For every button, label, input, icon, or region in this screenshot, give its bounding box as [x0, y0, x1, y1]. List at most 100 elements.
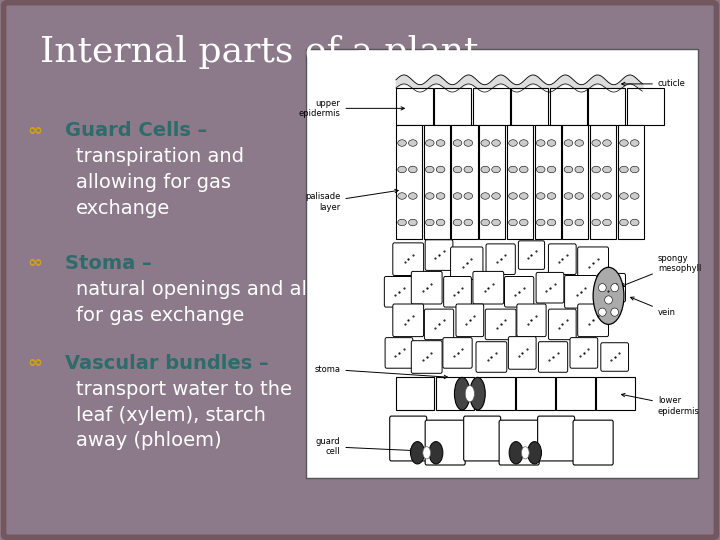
Ellipse shape: [519, 140, 528, 146]
Ellipse shape: [397, 140, 406, 146]
Ellipse shape: [397, 193, 406, 199]
Ellipse shape: [492, 140, 500, 146]
FancyBboxPatch shape: [577, 247, 608, 280]
Text: ∞: ∞: [27, 254, 42, 272]
Bar: [511, 88, 549, 125]
Ellipse shape: [426, 166, 434, 173]
Ellipse shape: [426, 219, 434, 226]
FancyBboxPatch shape: [4, 3, 716, 537]
Ellipse shape: [528, 442, 541, 464]
Ellipse shape: [611, 284, 618, 292]
FancyBboxPatch shape: [443, 338, 472, 368]
Bar: [473, 88, 510, 125]
Ellipse shape: [564, 219, 573, 226]
FancyBboxPatch shape: [451, 247, 483, 280]
Ellipse shape: [620, 219, 629, 226]
Text: exchange: exchange: [76, 199, 170, 218]
Ellipse shape: [603, 193, 611, 199]
FancyBboxPatch shape: [444, 276, 472, 307]
FancyBboxPatch shape: [564, 275, 597, 308]
Bar: [423, 125, 450, 239]
Ellipse shape: [536, 166, 545, 173]
Ellipse shape: [453, 166, 462, 173]
Ellipse shape: [492, 166, 500, 173]
Ellipse shape: [519, 166, 528, 173]
FancyBboxPatch shape: [426, 420, 465, 465]
Ellipse shape: [603, 219, 611, 226]
Bar: [588, 88, 626, 125]
FancyBboxPatch shape: [393, 243, 423, 275]
Ellipse shape: [547, 219, 556, 226]
Ellipse shape: [470, 377, 485, 410]
FancyBboxPatch shape: [411, 272, 442, 304]
Ellipse shape: [508, 140, 517, 146]
Text: guard
cell: guard cell: [316, 437, 413, 456]
Bar: [396, 88, 433, 125]
Ellipse shape: [481, 193, 490, 199]
Ellipse shape: [426, 193, 434, 199]
Bar: [562, 125, 588, 239]
Ellipse shape: [611, 308, 618, 316]
Ellipse shape: [603, 166, 611, 173]
Ellipse shape: [426, 140, 434, 146]
Text: transport water to the: transport water to the: [76, 380, 292, 399]
Bar: [306, 49, 698, 478]
Text: lower
epidermis: lower epidermis: [621, 394, 700, 416]
FancyBboxPatch shape: [499, 420, 539, 465]
Ellipse shape: [605, 296, 613, 304]
Text: spongy
mesophyll: spongy mesophyll: [621, 254, 701, 287]
FancyBboxPatch shape: [411, 341, 442, 373]
FancyBboxPatch shape: [536, 272, 564, 303]
FancyBboxPatch shape: [426, 240, 453, 271]
Text: upper
epidermis: upper epidermis: [299, 99, 405, 118]
FancyBboxPatch shape: [577, 304, 608, 336]
Bar: [396, 377, 434, 410]
Ellipse shape: [508, 219, 517, 226]
Ellipse shape: [620, 166, 629, 173]
Text: away (phloem): away (phloem): [76, 431, 221, 450]
Ellipse shape: [408, 219, 417, 226]
Bar: [550, 88, 587, 125]
Text: stoma: stoma: [315, 364, 448, 379]
Text: palisade
layer: palisade layer: [305, 190, 398, 212]
Ellipse shape: [464, 140, 472, 146]
Ellipse shape: [592, 140, 600, 146]
Ellipse shape: [408, 193, 417, 199]
Text: allowing for gas: allowing for gas: [76, 173, 230, 192]
Text: Internal parts of a plant: Internal parts of a plant: [40, 35, 478, 69]
Ellipse shape: [575, 219, 583, 226]
Ellipse shape: [620, 193, 629, 199]
FancyBboxPatch shape: [464, 416, 500, 461]
Ellipse shape: [423, 447, 431, 459]
Ellipse shape: [598, 284, 606, 292]
FancyBboxPatch shape: [473, 272, 504, 304]
Ellipse shape: [631, 219, 639, 226]
Ellipse shape: [481, 140, 490, 146]
Ellipse shape: [397, 166, 406, 173]
Ellipse shape: [575, 140, 583, 146]
FancyBboxPatch shape: [573, 420, 613, 465]
FancyBboxPatch shape: [598, 273, 626, 302]
Ellipse shape: [592, 193, 600, 199]
Bar: [590, 125, 616, 239]
FancyBboxPatch shape: [570, 338, 598, 368]
Ellipse shape: [575, 166, 583, 173]
FancyBboxPatch shape: [424, 309, 454, 340]
Ellipse shape: [481, 219, 490, 226]
Ellipse shape: [436, 140, 445, 146]
Ellipse shape: [564, 140, 573, 146]
Bar: [534, 125, 561, 239]
FancyBboxPatch shape: [476, 342, 507, 372]
Ellipse shape: [436, 166, 445, 173]
FancyBboxPatch shape: [549, 244, 576, 274]
Ellipse shape: [429, 442, 443, 464]
FancyBboxPatch shape: [538, 416, 575, 461]
Ellipse shape: [564, 166, 573, 173]
Ellipse shape: [436, 219, 445, 226]
Text: vein: vein: [631, 297, 676, 316]
Text: Vascular bundles –: Vascular bundles –: [65, 354, 275, 373]
Ellipse shape: [592, 219, 600, 226]
Ellipse shape: [408, 140, 417, 146]
Text: ∞: ∞: [27, 122, 42, 139]
FancyBboxPatch shape: [600, 343, 629, 372]
